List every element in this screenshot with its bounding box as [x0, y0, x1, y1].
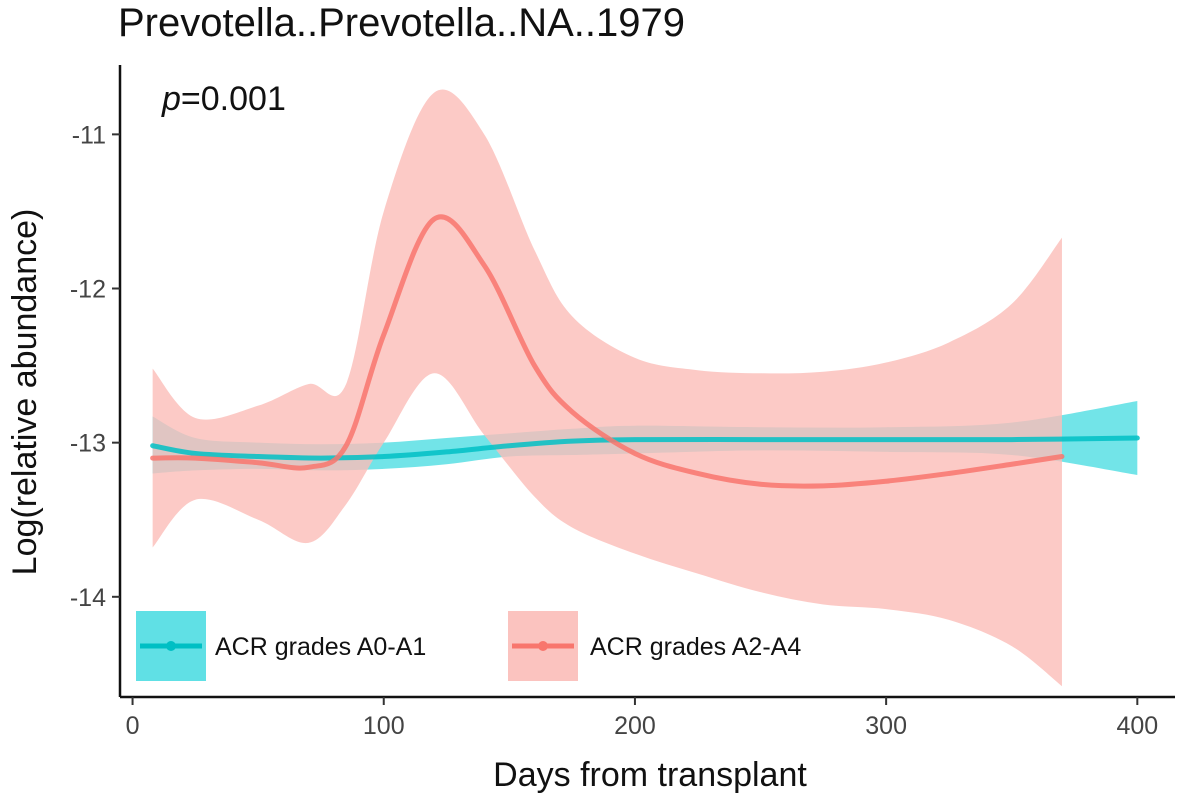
y-tick-label: -11 — [72, 121, 106, 149]
line-acr-grades-a0-a1 — [150, 435, 1140, 461]
x-axis-title: Days from transplant — [493, 756, 807, 794]
ribbon-acr-grades-a2-a4 — [152, 89, 1062, 687]
x-tick-label: 100 — [363, 712, 405, 740]
x-tick-label: 300 — [865, 712, 907, 740]
p-value-annotation: p=0.001 — [161, 80, 286, 118]
y-tick-label: -14 — [70, 584, 106, 612]
y-axis-title: Log(relative abundance) — [6, 209, 44, 576]
y-tick-label: -12 — [70, 276, 106, 304]
legend-item-acr-grades-a0-a1: ACR grades A0-A1 — [136, 611, 426, 681]
legend-label: ACR grades A2-A4 — [590, 633, 801, 661]
p-value-text: =0.001 — [181, 80, 286, 118]
x-tick-label: 400 — [1116, 712, 1158, 740]
x-tick-label: 0 — [126, 712, 140, 740]
legend-item-acr-grades-a2-a4: ACR grades A2-A4 — [508, 611, 801, 681]
legend-key-point — [166, 641, 176, 651]
line-acr-grades-a2-a4 — [150, 214, 1065, 489]
p-value-symbol: p — [161, 80, 181, 118]
legend-label: ACR grades A0-A1 — [215, 633, 426, 661]
y-tick-label: -13 — [70, 430, 106, 458]
chart-title: Prevotella..Prevotella..NA..1979 — [118, 1, 685, 45]
legend-key-point — [538, 641, 548, 651]
x-tick-label: 200 — [614, 712, 656, 740]
